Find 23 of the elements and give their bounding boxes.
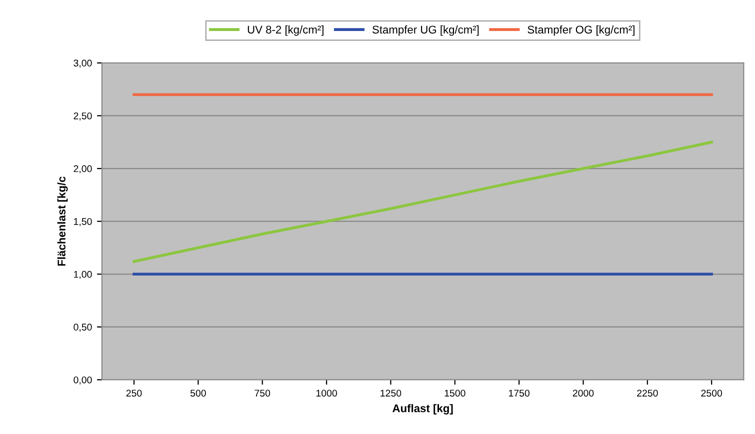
y-tick-label: 1,00 — [74, 270, 92, 279]
y-tick-label: 2,00 — [74, 165, 92, 174]
x-tick-label: 1250 — [380, 390, 402, 397]
x-tick-label: 1500 — [444, 390, 466, 397]
legend-label: Stampfer UG [kg/cm²] — [372, 25, 479, 36]
x-tick-label: 2000 — [572, 390, 594, 397]
y-tick-label: 2,50 — [74, 112, 92, 120]
x-tick-label: 1000 — [316, 390, 337, 397]
y-tick-label: 3,00 — [74, 60, 92, 68]
x-tick-label: 500 — [190, 390, 206, 397]
x-tick-label: 2500 — [701, 390, 722, 397]
line-series — [132, 140, 713, 263]
legend-label: Stampfer OG [kg/cm²] — [528, 25, 634, 36]
x-tick-label: 250 — [126, 390, 142, 397]
y-tick-label: 1,50 — [74, 218, 92, 226]
x-axis-title: Auflast [kg] — [392, 404, 453, 414]
y-axis-title: Flächenlast [kg/c — [57, 176, 68, 266]
x-tick-label: 1750 — [508, 390, 530, 397]
legend-label: UV 8-2 [kg/cm²] — [248, 25, 324, 36]
x-tick-label: 2250 — [637, 390, 658, 397]
x-tick-label: 750 — [254, 390, 270, 397]
y-tick-label: 0,00 — [74, 376, 92, 385]
y-tick-label: 0,50 — [74, 324, 92, 332]
